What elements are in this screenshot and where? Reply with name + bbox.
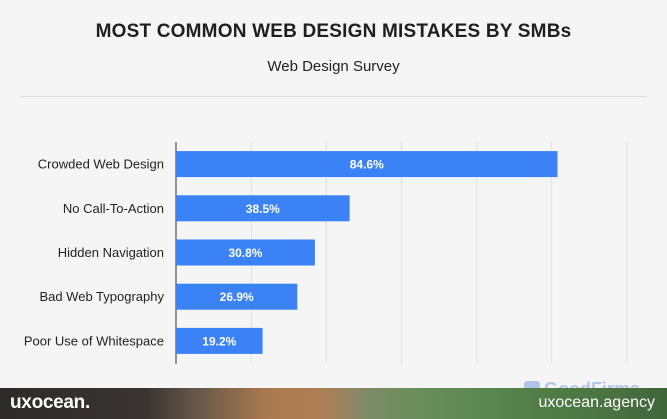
footer-banner: uxocean. uxocean.agency xyxy=(0,388,667,419)
brand-logo: uxocean. xyxy=(10,392,90,413)
bar-0 xyxy=(176,151,558,178)
chart-title: MOST COMMON WEB DESIGN MISTAKES BY SMBs xyxy=(95,21,572,42)
bar-4 xyxy=(176,327,263,354)
bar-chart: Crowded Web Design 84.6% No Call-To-Action… xyxy=(24,142,628,364)
chart-card: MOST COMMON WEB DESIGN MISTAKES BY SMBs … xyxy=(20,21,647,364)
category-label-0: Crowded Web Design xyxy=(38,157,164,172)
value-label-1: 38.5% xyxy=(246,202,280,216)
value-label-0: 84.6% xyxy=(350,158,384,172)
chart-subtitle: Web Design Survey xyxy=(267,58,400,75)
category-label-2: Hidden Navigation xyxy=(58,245,164,260)
bar-1 xyxy=(176,195,350,222)
title-divider xyxy=(20,96,647,97)
bar-2 xyxy=(176,239,315,266)
category-label-1: No Call-To-Action xyxy=(63,201,164,216)
brand-url: uxocean.agency xyxy=(538,394,655,411)
value-label-2: 30.8% xyxy=(228,246,262,260)
value-label-3: 26.9% xyxy=(220,290,254,304)
category-label-4: Poor Use of Whitespace xyxy=(24,333,164,348)
bar-3 xyxy=(176,283,298,310)
value-label-4: 19.2% xyxy=(202,334,236,348)
category-label-3: Bad Web Typography xyxy=(39,289,164,304)
